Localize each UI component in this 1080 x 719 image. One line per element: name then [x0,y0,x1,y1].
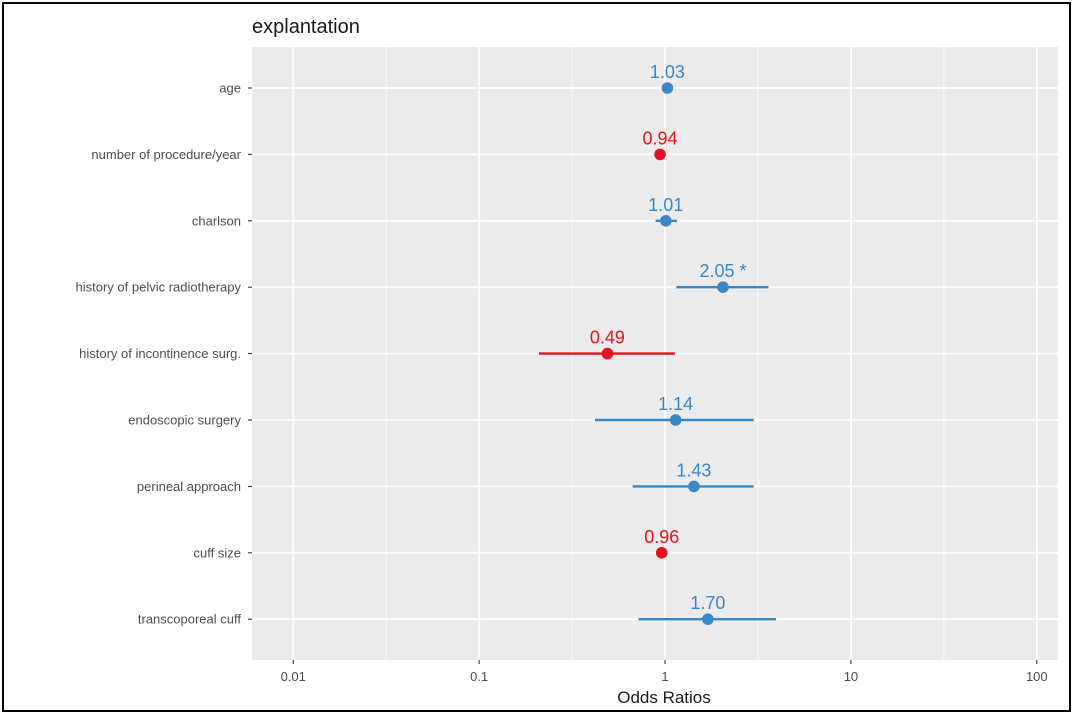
estimate-point [654,148,666,161]
estimate-label: 0.49 [590,328,625,348]
estimate-label: 1.14 [658,394,693,414]
y-axis: age number of procedure/year charlson histo… [76,81,252,627]
figure-frame [2,2,1071,712]
estimate-point [660,215,672,227]
estimate-point [702,613,714,625]
x-tick-label: 1 [661,669,668,684]
x-tick-label: 0.1 [470,669,488,684]
y-tick-label: perineal approach [137,479,241,494]
y-tick-label: charlson [192,213,241,228]
estimate-label: 1.01 [648,195,683,215]
estimate-label: 2.05 * [699,261,746,281]
estimate-point [688,480,700,493]
estimate-label: 1.03 [650,62,685,82]
y-tick-label: history of incontinence surg. [79,346,241,361]
estimate-point [655,547,668,559]
y-tick-label: age [219,81,241,96]
estimate-label: 1.43 [676,460,711,480]
chart-title: explantation [252,16,360,38]
estimate-point [601,347,614,360]
x-tick-label: 10 [844,669,858,684]
x-axis: 0.01 0.1 1 10 100 [281,660,1048,684]
y-tick-label: history of pelvic radiotherapy [76,280,242,295]
y-tick-label: transcoporeal cuff [138,612,241,627]
estimate-label: 1.70 [690,593,725,613]
estimate-point [717,281,729,294]
estimate-point [661,82,674,94]
x-tick-label: 0.01 [281,669,306,684]
x-tick-label: 100 [1026,669,1048,684]
y-tick-label: endoscopic surgery [128,413,241,428]
y-tick-label: number of procedure/year [91,147,241,162]
x-axis-title: Odds Ratios [617,688,711,707]
estimate-label: 0.96 [644,527,679,547]
estimate-point [669,414,682,426]
estimate-label: 0.94 [643,128,678,148]
estimates: 1.03 0.94 1.01 2.05 * 0.49 1.14 1.43 0.96 1.70 [539,62,776,625]
y-tick-label: cuff size [194,545,241,560]
